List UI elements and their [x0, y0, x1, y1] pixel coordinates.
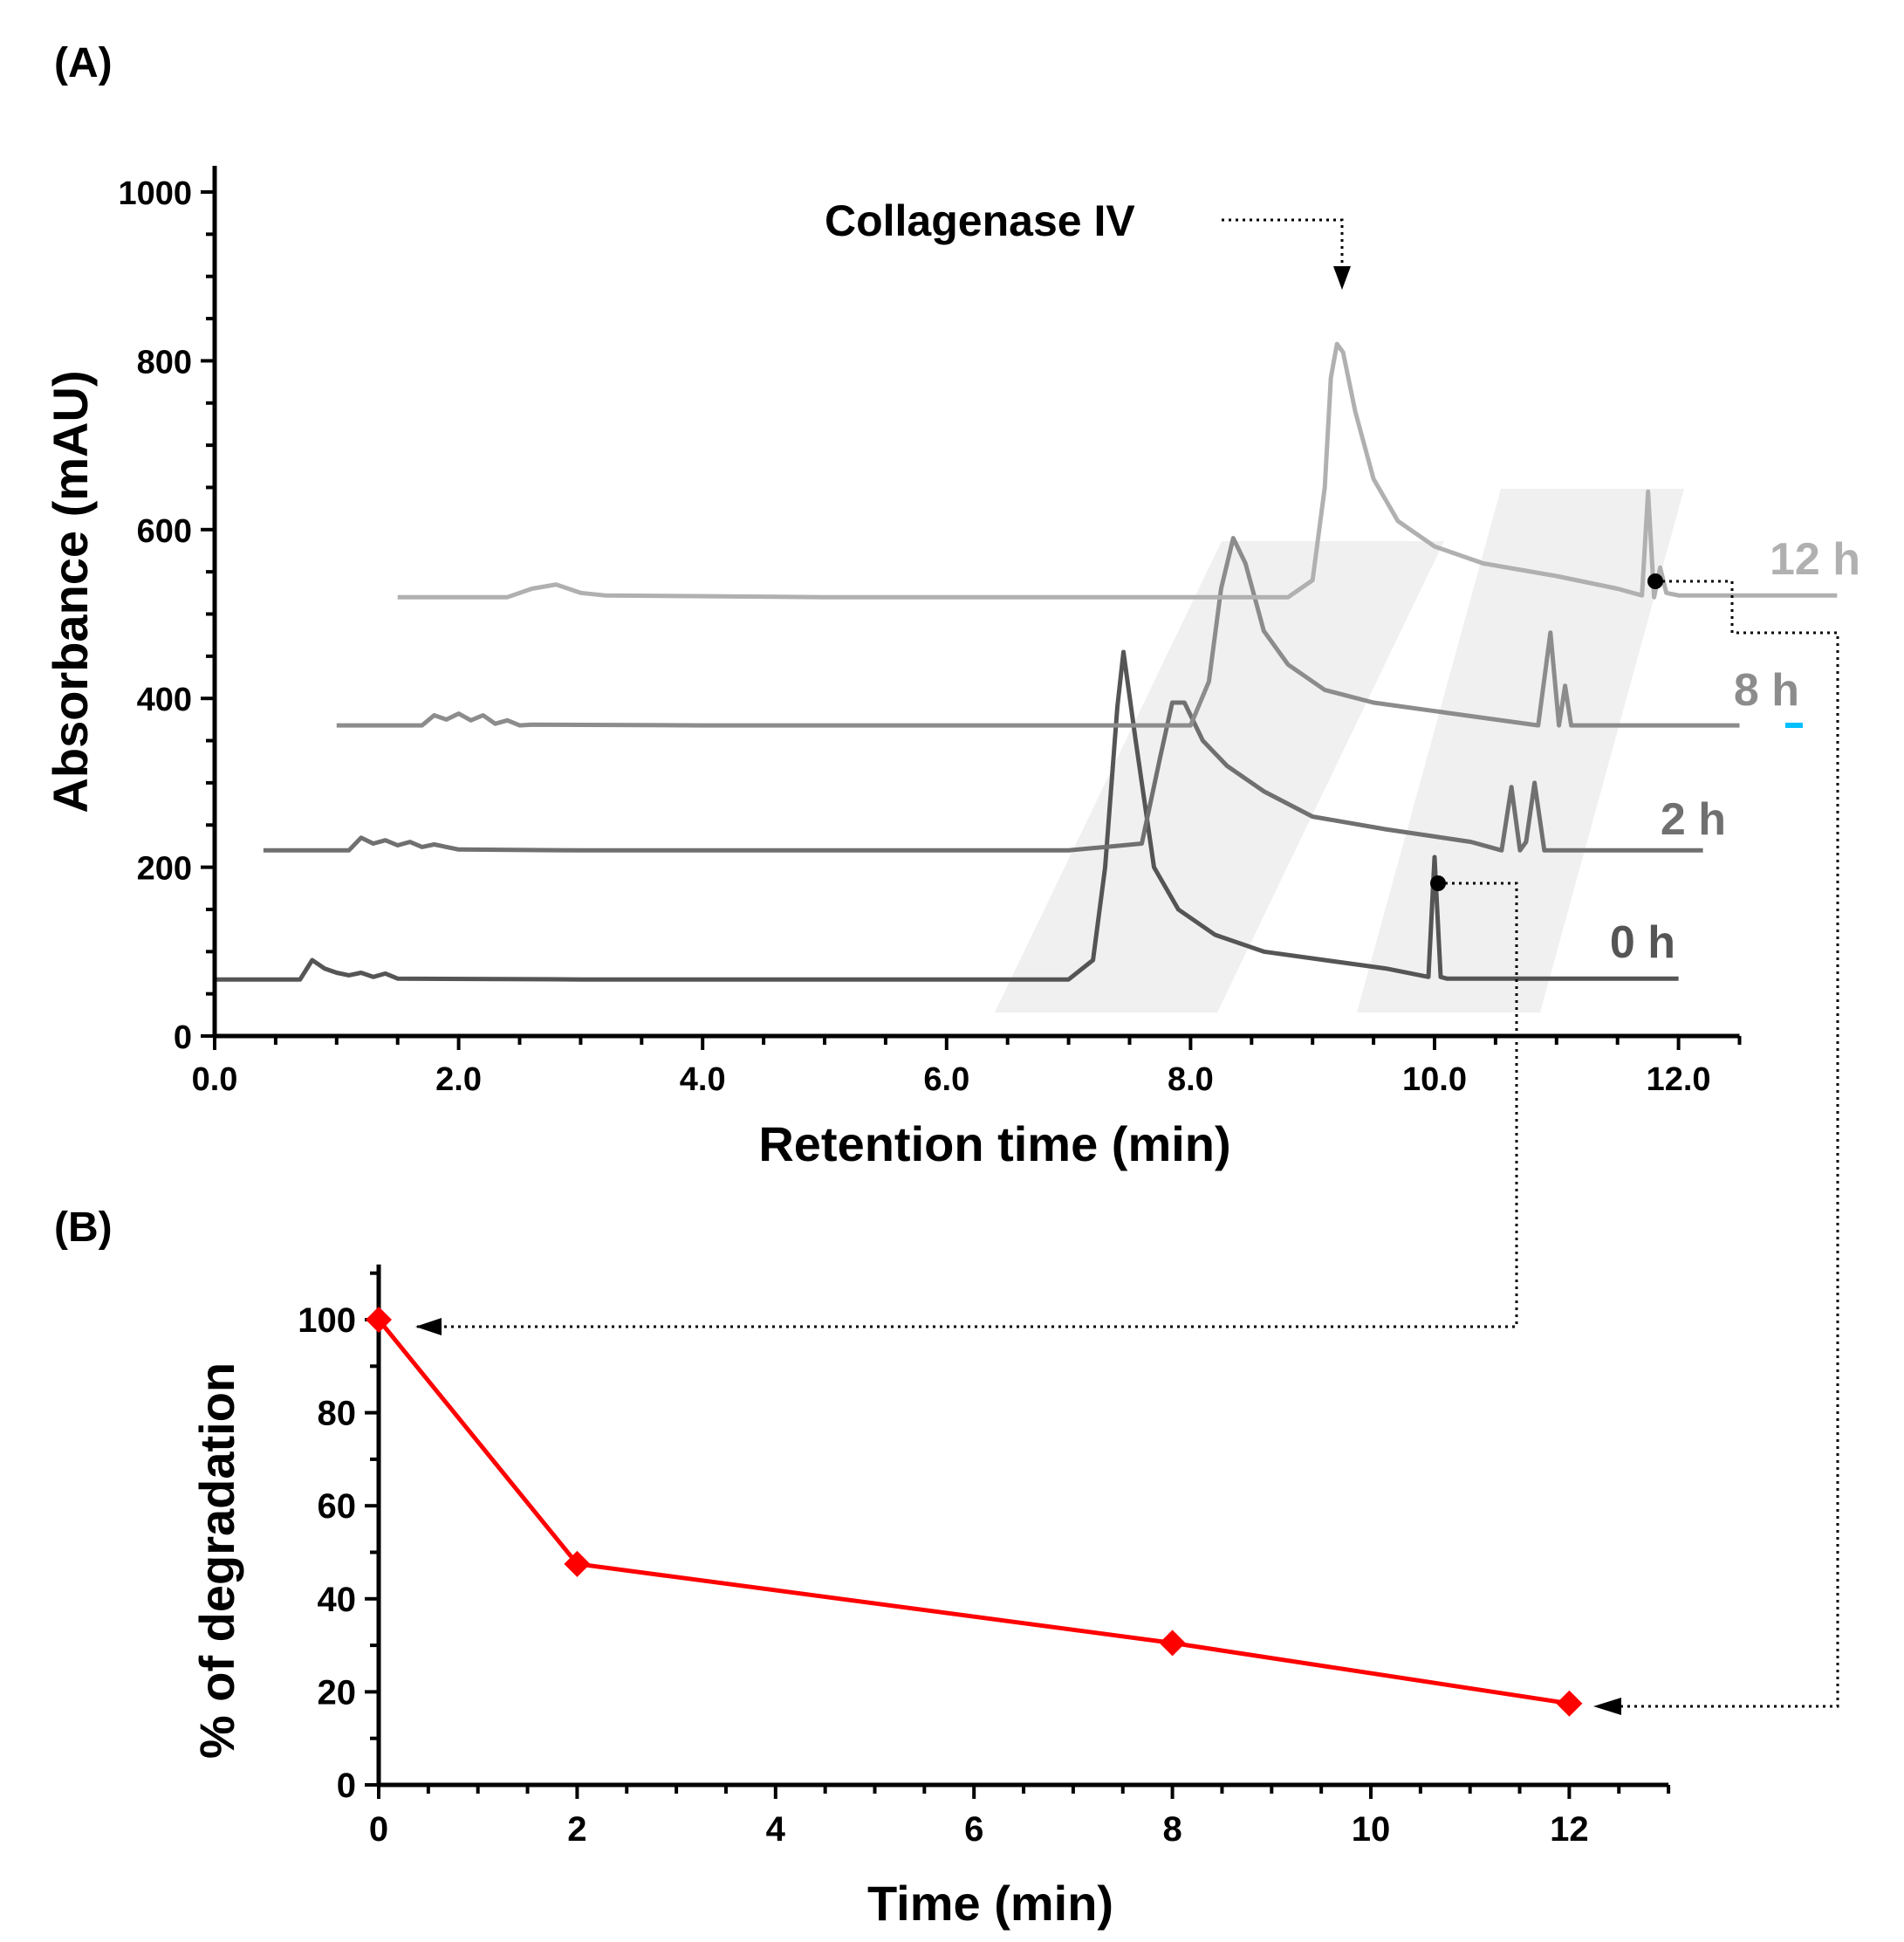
- x-tick-label-a: 8.0: [1168, 1061, 1214, 1098]
- x-tick-label-a: 12.0: [1647, 1061, 1711, 1098]
- x-tick-label-a: 4.0: [680, 1061, 726, 1098]
- trace-0h: [215, 649, 1679, 982]
- connector-line-0h: [417, 882, 1518, 1328]
- y-axis-label-b: % of degradation: [189, 1362, 244, 1759]
- degradation-line: [377, 1318, 1570, 1706]
- degradation-series: [366, 1307, 1583, 1717]
- data-point-2: [564, 1550, 591, 1577]
- x-tick-label-b: 4: [766, 1810, 786, 1849]
- degradation-chart: 0 20 40 60 80 100 0 2 4 6 8 10 12 Time (min) % of de…: [189, 1264, 1671, 1931]
- x-tick-label-b: 2: [567, 1810, 586, 1849]
- trace-8h: [336, 536, 1740, 728]
- x-tick-label-b: 6: [964, 1810, 983, 1849]
- trace-label-2h: 2 h: [1661, 794, 1726, 845]
- y-tick-label-a: 400: [137, 682, 192, 718]
- y-tick-label-b: 80: [318, 1395, 357, 1433]
- y-tick-label-b: 20: [318, 1673, 357, 1712]
- x-tick-label-a: 0.0: [192, 1061, 238, 1098]
- connector-line-12h: [1597, 580, 1839, 1708]
- data-point-0: [366, 1307, 392, 1333]
- y-tick-label-b: 60: [318, 1487, 357, 1526]
- x-tick-label-b: 10: [1352, 1810, 1391, 1849]
- highlight-mark: [1785, 723, 1803, 728]
- x-tick-label-a: 6.0: [923, 1061, 969, 1098]
- trace-label-12h: 12 h: [1770, 534, 1860, 585]
- axes-b: [365, 1264, 1671, 1799]
- x-tick-label-b: 12: [1550, 1810, 1589, 1849]
- connector-arrowhead-12h: [1593, 1698, 1621, 1715]
- y-tick-label-b: 40: [318, 1581, 357, 1619]
- y-axis-label-a: Absorbance (mAU): [43, 370, 98, 813]
- trace-label-0h: 0 h: [1610, 917, 1675, 968]
- x-axis-label-b: Time (min): [867, 1876, 1113, 1931]
- x-tick-label-a: 2.0: [435, 1061, 482, 1098]
- y-tick-label-a: 600: [137, 513, 192, 550]
- trace-labels: 0 h 2 h 8 h 12 h: [1610, 534, 1860, 968]
- data-point-8: [1159, 1630, 1186, 1657]
- chromatogram-chart: 0 200 400 600 800 1000 0.0 2.0 4.0 6.0 8.0 10.0 12.0…: [43, 166, 1860, 1171]
- x-tick-label-b: 8: [1162, 1810, 1181, 1849]
- panel-a-label: (A): [54, 40, 113, 86]
- data-point-12: [1556, 1690, 1583, 1717]
- y-tick-label-b: 100: [298, 1301, 356, 1340]
- x-axis-label-a: Retention time (min): [758, 1116, 1230, 1171]
- annotation-arrowhead: [1333, 266, 1351, 290]
- y-tick-label-a: 0: [174, 1019, 192, 1056]
- tick-labels-b: 0 20 40 60 80 100 0 2 4 6 8 10 12: [298, 1301, 1588, 1849]
- x-tick-label-b: 0: [369, 1810, 388, 1849]
- tick-labels-a: 0 200 400 600 800 1000 0.0 2.0 4.0 6.0 8.0 10.0 12.0: [118, 175, 1710, 1098]
- x-tick-label-a: 10.0: [1402, 1061, 1467, 1098]
- trace-2h: [263, 700, 1703, 853]
- connector-arrows: [415, 573, 1839, 1715]
- y-tick-label-b: 0: [337, 1767, 356, 1805]
- panel-b-label: (B): [54, 1204, 113, 1251]
- y-tick-label-a: 1000: [118, 175, 192, 212]
- y-tick-label-a: 800: [137, 344, 192, 381]
- y-tick-label-a: 200: [137, 851, 192, 888]
- trace-label-8h: 8 h: [1734, 665, 1799, 716]
- axes-a: [201, 166, 1742, 1050]
- annotation-arrow: [1222, 218, 1344, 266]
- collagenase-annotation: Collagenase IV: [825, 196, 1135, 245]
- connector-arrowhead-0h: [415, 1318, 442, 1335]
